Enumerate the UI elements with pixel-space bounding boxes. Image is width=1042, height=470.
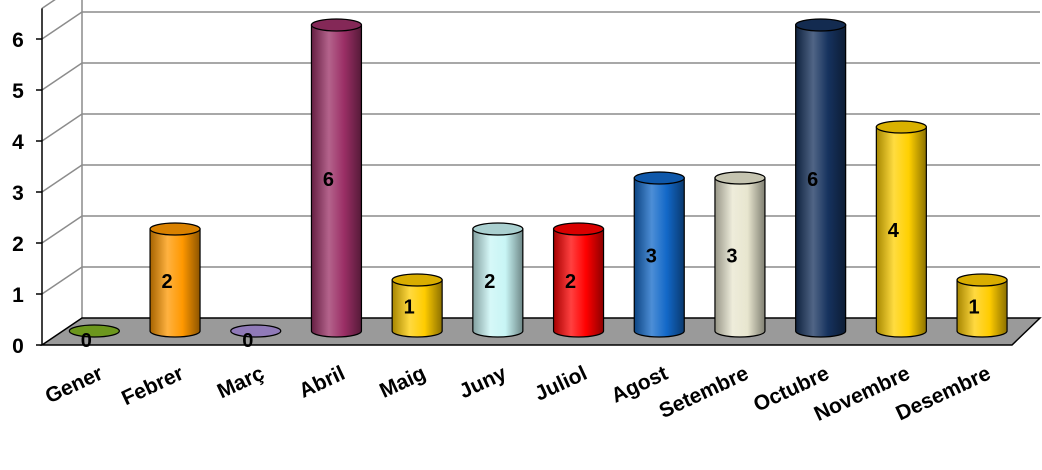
bar: 2 — [552, 222, 605, 338]
bar: 6 — [310, 18, 363, 338]
data-label: 1 — [968, 297, 979, 319]
data-label: 2 — [484, 271, 495, 293]
gridline — [41, 266, 83, 295]
bar: 3 — [633, 171, 685, 338]
bar-top — [149, 222, 201, 236]
bar: 1 — [391, 273, 443, 338]
y-tick-label: 0 — [12, 335, 24, 358]
bar: 2 — [472, 222, 524, 338]
gridline — [41, 62, 83, 91]
bar-body — [633, 177, 685, 338]
x-tick-label: Setembre — [656, 362, 752, 423]
bar-body — [714, 177, 766, 338]
y-tick-label: 3 — [12, 182, 24, 205]
bar-body — [795, 24, 847, 338]
x-tick-label: Maig — [376, 362, 429, 403]
bar-top — [875, 120, 927, 134]
bar-body — [310, 24, 363, 338]
bar-top — [68, 324, 120, 338]
bar: 1 — [956, 273, 1008, 338]
y-tick-label: 6 — [12, 29, 24, 52]
gridline — [41, 215, 83, 244]
gridline — [41, 0, 56, 10]
y-tick-label: 4 — [12, 131, 24, 154]
bar-top — [956, 273, 1008, 287]
data-label: 2 — [161, 271, 172, 293]
data-label: 2 — [565, 271, 576, 293]
data-label: 1 — [404, 297, 415, 319]
x-tick-label: Juny — [456, 362, 510, 404]
bar-body — [391, 279, 443, 338]
floor-plane — [39, 317, 1042, 346]
bar-top — [230, 324, 282, 338]
gridline — [41, 164, 83, 193]
y-tick-label: 5 — [12, 80, 24, 103]
bar-body — [875, 126, 927, 338]
bar: 4 — [875, 120, 927, 338]
bar-body — [149, 228, 201, 338]
x-tick-label: Gener — [42, 362, 107, 408]
bar-body — [552, 228, 605, 338]
data-label: 0 — [242, 330, 253, 352]
bar-top — [714, 171, 766, 185]
x-tick-label: Febrer — [118, 362, 187, 410]
data-label: 4 — [888, 220, 900, 242]
data-label: 6 — [807, 169, 818, 191]
bar-top — [391, 273, 443, 287]
bar: 6 — [795, 18, 847, 338]
x-tick-label: Març — [214, 362, 268, 404]
y-tick-label: 1 — [12, 284, 24, 307]
x-tick-label: Abril — [295, 362, 348, 403]
bar: 0 — [68, 324, 120, 352]
bar: 2 — [149, 222, 201, 338]
chart-floor — [39, 317, 1042, 346]
bar-body — [956, 279, 1008, 338]
bar-top — [310, 18, 363, 32]
data-label: 6 — [323, 169, 334, 191]
bar-body — [472, 228, 524, 338]
y-tick-label: 2 — [12, 233, 24, 256]
bar-top — [633, 171, 685, 185]
data-label: 3 — [646, 246, 657, 268]
gridline — [41, 11, 83, 40]
bar-top — [472, 222, 524, 236]
bar-top — [795, 18, 847, 32]
y-axis: 0 1 2 3 4 5 6 — [12, 8, 43, 358]
bar: 0 — [230, 324, 282, 352]
gridline — [41, 113, 83, 142]
bar-top — [552, 222, 605, 236]
data-label: 3 — [726, 246, 737, 268]
x-tick-label: Juliol — [531, 362, 590, 406]
gridlines — [41, 0, 1040, 318]
bar: 3 — [714, 171, 766, 338]
data-label: 0 — [81, 330, 92, 352]
x-axis: Gener Febrer Març Abril Maig Juny Juliol AgostS… — [42, 362, 994, 426]
